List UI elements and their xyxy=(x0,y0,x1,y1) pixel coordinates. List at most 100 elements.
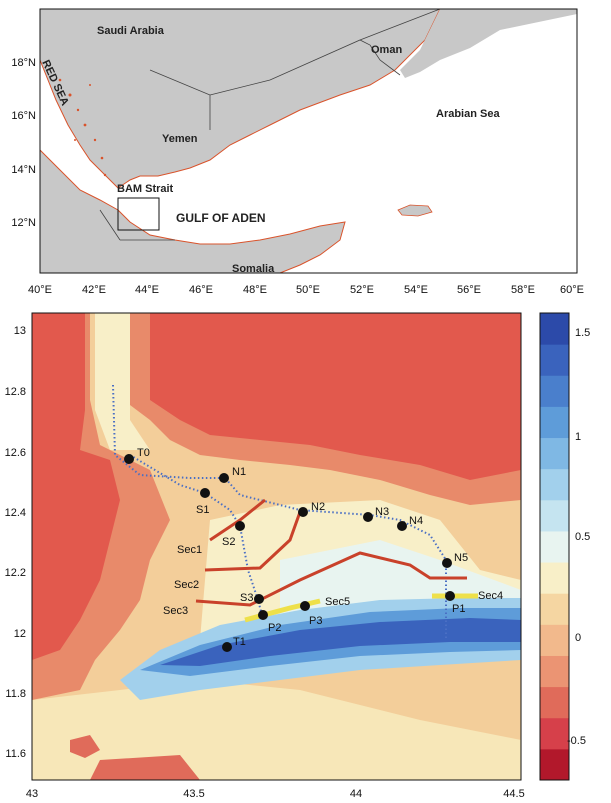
station-n3 xyxy=(363,512,373,522)
colorbar-segment xyxy=(540,375,569,407)
colorbar-segment xyxy=(540,313,569,345)
station-label: P2 xyxy=(268,622,281,634)
lon-tick: 42°E xyxy=(82,284,106,296)
station-label: T0 xyxy=(137,447,150,459)
station-s2 xyxy=(235,521,245,531)
section-label: Sec4 xyxy=(478,590,503,602)
y-tick: 12.2 xyxy=(5,567,26,579)
label-oman: Oman xyxy=(371,44,402,56)
station-label: N4 xyxy=(409,515,423,527)
y-tick: 11.6 xyxy=(5,748,26,760)
colorbar: 1.5 1 0.5 0 -0.5 xyxy=(539,312,590,781)
lon-tick: 50°E xyxy=(296,284,320,296)
station-s3 xyxy=(254,594,264,604)
y-tick: 12.4 xyxy=(5,507,26,519)
section-label: Sec3 xyxy=(163,605,188,617)
red-sea-islands xyxy=(58,78,107,177)
station-n4 xyxy=(397,521,407,531)
label-gulf-of-aden: GULF OF ADEN xyxy=(176,211,266,225)
colorbar-segment xyxy=(540,717,569,750)
station-label: S1 xyxy=(196,504,209,516)
detail-field xyxy=(32,313,521,780)
section-sec3 xyxy=(195,551,467,607)
overview-land xyxy=(40,9,577,273)
x-tick: 43.5 xyxy=(183,788,204,800)
lon-tick: 54°E xyxy=(404,284,428,296)
lon-tick: 46°E xyxy=(189,284,213,296)
lon-tick: 52°E xyxy=(350,284,374,296)
route-north xyxy=(112,384,447,640)
station-s1 xyxy=(200,488,210,498)
lon-tick: 44°E xyxy=(135,284,159,296)
overview-lat-ticks: 18°N 16°N 14°N 12°N xyxy=(11,57,36,229)
label-arabian-sea: Arabian Sea xyxy=(436,108,500,120)
label-saudi-arabia: Saudi Arabia xyxy=(97,25,165,37)
colorbar-tick: -0.5 xyxy=(567,735,586,747)
section-label: Sec2 xyxy=(174,579,199,591)
y-tick: 11.8 xyxy=(5,688,26,700)
station-markers xyxy=(124,454,455,652)
lat-tick: 12°N xyxy=(11,217,36,229)
station-label: S2 xyxy=(222,536,235,548)
border-lines xyxy=(99,9,441,241)
colorbar-segment xyxy=(540,468,569,501)
station-label: P3 xyxy=(309,615,322,627)
overview-lon-ticks: 40°E 42°E 44°E 46°E 48°E 50°E 52°E 54°E … xyxy=(28,284,584,296)
station-label: N3 xyxy=(375,506,389,518)
colorbar-segment xyxy=(540,562,569,594)
lon-tick: 48°E xyxy=(243,284,267,296)
socotra-island xyxy=(397,204,433,217)
lon-tick: 40°E xyxy=(28,284,52,296)
lat-tick: 18°N xyxy=(11,57,36,69)
station-label: N2 xyxy=(311,501,325,513)
station-p3 xyxy=(300,601,310,611)
label-bam-strait: BAM Strait xyxy=(117,183,174,195)
colorbar-segment xyxy=(540,748,569,781)
colorbar-segment xyxy=(540,406,569,439)
lon-tick: 58°E xyxy=(511,284,535,296)
station-t0 xyxy=(124,454,134,464)
y-tick: 12.6 xyxy=(5,447,26,459)
colorbar-segment xyxy=(540,655,569,688)
lon-tick: 60°E xyxy=(560,284,584,296)
lon-tick: 56°E xyxy=(457,284,481,296)
station-label: N1 xyxy=(232,466,246,478)
station-label: P1 xyxy=(452,603,465,615)
lat-tick: 14°N xyxy=(11,164,36,176)
section-label: Sec5 xyxy=(325,596,350,608)
station-n5 xyxy=(442,558,452,568)
station-p2 xyxy=(258,610,268,620)
x-tick: 44 xyxy=(350,788,362,800)
station-t1 xyxy=(222,642,232,652)
lat-tick: 16°N xyxy=(11,110,36,122)
colorbar-segment xyxy=(540,593,569,625)
colorbar-frame xyxy=(539,312,570,781)
colorbar-segment xyxy=(540,499,569,532)
x-tick: 43 xyxy=(26,788,38,800)
africa-land xyxy=(40,149,346,273)
colorbar-tick: 0 xyxy=(575,632,581,644)
colorbar-segments xyxy=(540,313,569,781)
detail-frame xyxy=(31,312,522,781)
arabia-land xyxy=(40,9,441,189)
station-n2 xyxy=(298,507,308,517)
station-label: S3 xyxy=(240,592,253,604)
colorbar-segment xyxy=(540,437,569,470)
detail-y-ticks: 13 12.8 12.6 12.4 12.2 12 11.8 11.6 xyxy=(5,325,26,760)
station-labels: T0 N1 S1 N2 N3 N4 S2 N5 S3 P1 P2 P3 T1 xyxy=(137,447,468,648)
label-yemen: Yemen xyxy=(162,133,198,145)
overview-frame xyxy=(39,8,578,274)
section-label: Sec1 xyxy=(177,544,202,556)
x-tick: 44.5 xyxy=(503,788,524,800)
station-label: T1 xyxy=(233,636,246,648)
study-area-box xyxy=(117,197,160,231)
section-sec2 xyxy=(204,511,302,572)
section-labels: Sec1 Sec2 Sec3 Sec4 Sec5 xyxy=(163,544,503,617)
detail-x-ticks: 43 43.5 44 44.5 xyxy=(26,788,525,800)
colorbar-segment xyxy=(540,530,569,563)
station-n1 xyxy=(219,473,229,483)
colorbar-segment xyxy=(540,624,569,656)
colorbar-segment xyxy=(540,686,569,719)
station-p1 xyxy=(445,591,455,601)
